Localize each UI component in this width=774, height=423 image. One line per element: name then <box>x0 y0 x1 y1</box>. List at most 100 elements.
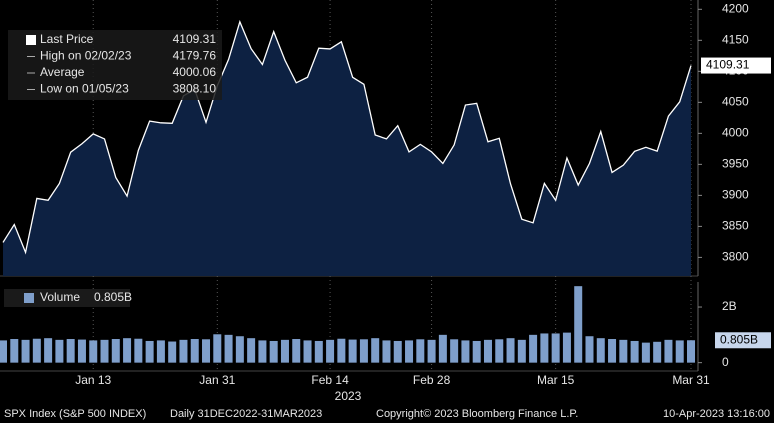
volume-bar <box>314 340 323 363</box>
volume-bar <box>630 340 639 363</box>
volume-flag-label: 0.805B <box>720 332 758 346</box>
volume-bar <box>641 342 650 363</box>
volume-bar <box>145 340 154 363</box>
x-tick-label: Jan 13 <box>75 373 111 387</box>
volume-bar <box>168 341 177 363</box>
volume-bar <box>179 339 188 363</box>
price-line <box>2 19 692 255</box>
last-price-flag <box>701 57 771 74</box>
volume-bar <box>495 339 504 363</box>
y-tick-label: 4200 <box>722 1 749 15</box>
y-tick-label: 3800 <box>722 250 749 264</box>
legend-value: 3808.10 <box>173 82 217 96</box>
volume-bar <box>258 340 267 363</box>
legend-swatch <box>26 35 36 45</box>
volume-bar <box>529 334 538 363</box>
legend-label: Average <box>40 65 85 79</box>
volume-bar <box>450 339 459 363</box>
volume-bar <box>596 338 605 363</box>
volume-bar <box>32 338 41 363</box>
volume-bar <box>337 338 346 363</box>
legend-label: Last Price <box>40 32 94 46</box>
volume-bar <box>461 340 470 363</box>
legend-label: Low on 01/05/23 <box>40 82 129 96</box>
volume-bar <box>123 338 132 363</box>
volume-bar <box>585 336 594 363</box>
volume-bar <box>111 339 120 363</box>
x-tick-label: Jan 31 <box>199 373 235 387</box>
volume-bar <box>483 339 492 363</box>
volume-bar <box>608 339 617 363</box>
volume-bar <box>472 340 481 363</box>
volume-bar <box>687 340 695 363</box>
volume-bar <box>100 339 109 363</box>
volume-bar <box>326 339 335 363</box>
x-tick-label: Mar 31 <box>672 373 710 387</box>
volume-bar <box>235 336 244 363</box>
footer-timestamp: 10-Apr-2023 13:16:00 <box>663 408 770 420</box>
footer-copyright: Copyright© 2023 Bloomberg Finance L.P. <box>376 408 578 420</box>
volume-bar <box>292 339 301 363</box>
volume-bar <box>359 339 368 363</box>
legend-label: Volume <box>40 290 80 304</box>
volume-bar <box>202 339 211 363</box>
footer-period: Daily 31DEC2022-31MAR2023 <box>170 408 322 420</box>
y-tick-label: 3900 <box>722 188 749 202</box>
volume-bar <box>371 338 380 363</box>
volume-bar <box>506 338 515 363</box>
y-tick-label: 0 <box>722 355 729 369</box>
volume-bar <box>190 339 199 363</box>
volume-bar <box>134 338 143 363</box>
volume-bar <box>619 339 628 363</box>
volume-bar <box>10 339 19 363</box>
volume-bar <box>653 341 662 363</box>
volume-bar <box>213 334 222 363</box>
last-price-label: 4109.31 <box>706 58 750 72</box>
x-axis-label: 2023 <box>335 389 362 403</box>
volume-bar <box>156 340 165 363</box>
volume-bar <box>393 340 402 363</box>
volume-bar <box>540 333 549 363</box>
volume-bar <box>0 340 7 363</box>
y-tick-label: 2B <box>722 299 737 313</box>
x-tick-label: Feb 14 <box>311 373 349 387</box>
volume-bar <box>551 333 560 363</box>
volume-flag <box>715 332 771 349</box>
y-tick-label: 3850 <box>722 219 749 233</box>
volume-bar <box>562 332 571 363</box>
volume-bar <box>21 339 30 363</box>
legend-value: 0.805B <box>94 290 132 304</box>
volume-bar <box>280 339 289 363</box>
y-tick-label: 3950 <box>722 157 749 171</box>
volume-bar <box>77 339 86 363</box>
y-tick-label: 4000 <box>722 126 749 140</box>
x-tick-label: Feb 28 <box>413 373 451 387</box>
volume-bar <box>675 340 684 363</box>
legend-label: High on 02/02/23 <box>40 49 132 63</box>
volume-bar <box>55 339 64 363</box>
legend-box <box>4 289 130 307</box>
volume-bar <box>44 338 53 363</box>
legend-box <box>8 30 222 100</box>
legend-value: 4000.06 <box>173 65 217 79</box>
volume-bar <box>517 339 526 363</box>
volume-bar <box>224 334 233 363</box>
volume-bar <box>382 340 391 363</box>
volume-bar <box>438 334 447 363</box>
volume-bar <box>348 339 357 363</box>
volume-bar <box>303 340 312 363</box>
x-tick-label: Mar 15 <box>537 373 575 387</box>
volume-bar <box>89 340 98 363</box>
legend-value: 4179.76 <box>173 49 217 63</box>
volume-bar <box>66 339 75 363</box>
volume-bar <box>269 340 278 363</box>
volume-bar <box>664 339 673 363</box>
volume-bar <box>405 340 414 363</box>
footer-security: SPX Index (S&P 500 INDEX) <box>4 408 146 420</box>
volume-bar <box>247 338 256 363</box>
volume-bar <box>427 339 436 363</box>
legend-swatch <box>24 293 34 303</box>
volume-bar <box>574 286 583 363</box>
y-tick-label: 4150 <box>722 32 749 46</box>
